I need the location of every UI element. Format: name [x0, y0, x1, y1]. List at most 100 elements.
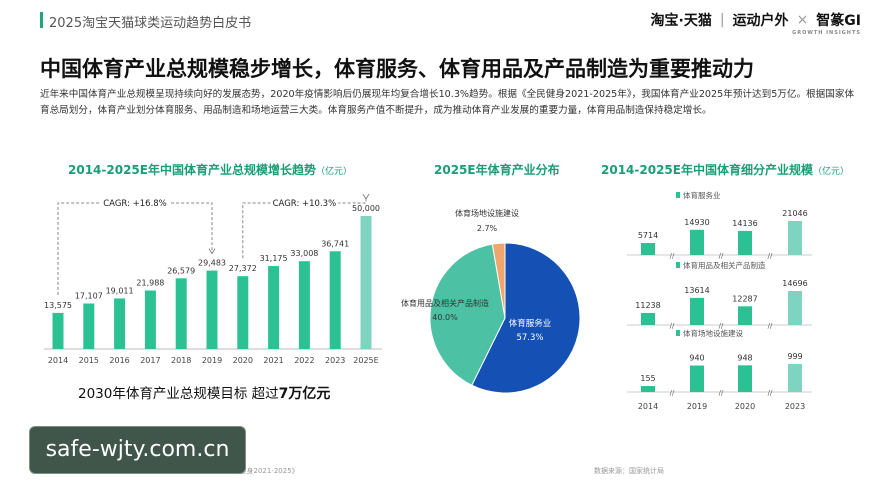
chart1-cagr-label-bg [101, 196, 169, 210]
segment-break-marker: // [670, 252, 675, 260]
segment-value-label: 14696 [782, 279, 807, 288]
chart1-value-label: 29,483 [198, 259, 226, 268]
segment-break-marker: // [719, 252, 724, 260]
segment-bar [690, 365, 704, 392]
segment-value-label: 14930 [684, 218, 709, 227]
segment-legend-marker [676, 262, 680, 268]
pie-slice [491, 242, 506, 319]
chart1-cagr-arrow [362, 193, 370, 200]
segment-category-label: 2019 [687, 402, 707, 411]
chart1-category-label: 2020 [233, 356, 253, 365]
pie-value-goods: 40.0% [432, 313, 458, 322]
pie-value-venue: 2.7% [477, 224, 498, 233]
segment-break-marker: // [768, 252, 773, 260]
pie-value-service: 57.3% [516, 333, 543, 343]
intro-paragraph: 近年来中国体育产业总规模呈现持续向好的发展态势，2020年疫情影响后仍展现年均复… [40, 89, 855, 116]
chart3-title-text: 2014-2025E年中国体育细分产业规模 [601, 163, 813, 177]
chart2-title: 2025E年体育产业分布 [434, 161, 560, 178]
brand-separator: | [719, 12, 725, 28]
segment-break-marker: // [768, 389, 773, 397]
chart1-category-label: 2019 [202, 356, 222, 365]
chart2-title-text: 2025E年体育产业分布 [434, 163, 560, 177]
segment-bar [690, 297, 704, 325]
brand-sports: 运动户外 [732, 13, 789, 29]
target-prefix: 2030年体育产业总规模目标 超过 [78, 386, 279, 402]
chart3-unit: （亿元） [812, 167, 849, 177]
pie-slice [429, 243, 506, 386]
source-note-right: 数据来源：国家统计局 [594, 467, 664, 475]
chart1-cagr-label-bg [270, 196, 339, 210]
segment-series-name: 体育用品及相关产品制造 [683, 260, 766, 270]
chart1-bar [206, 270, 218, 349]
segment-value-label: 21046 [782, 209, 807, 218]
chart1-value-label: 19,011 [106, 286, 134, 295]
chart1-category-label: 2016 [109, 356, 129, 365]
segment-bar [738, 306, 752, 325]
target-statement: 2030年体育产业总规模目标 超过7万亿元 [78, 382, 330, 403]
segment-bar [738, 230, 752, 255]
segment-category-label: 2023 [785, 402, 805, 411]
top-bar: 2025淘宝天猫球类运动趋势白皮书 淘宝·天猫 | 运动户外 × 智篆GI GR… [0, 0, 889, 40]
chart1-value-label: 36,741 [321, 239, 349, 248]
chart1-bar [268, 266, 280, 349]
chart1-category-label: 2023 [325, 356, 345, 365]
chart1-bar [237, 276, 249, 349]
chart1-value-label: 17,107 [75, 291, 103, 300]
segment-bar [788, 221, 802, 255]
segment-value-label: 940 [689, 354, 704, 363]
segment-break-marker: // [719, 389, 724, 397]
chart1-cagr-arrow [208, 248, 216, 255]
chart1-value-label: 27,372 [229, 264, 257, 273]
segment-bar [690, 229, 704, 255]
segment-value-label: 14136 [732, 219, 757, 228]
watermark-badge: safe-wjty.com.cn [29, 426, 246, 474]
segment-bar [641, 243, 655, 255]
brand-x: × [796, 12, 809, 28]
chart1-category-label: 2017 [140, 356, 160, 365]
segment-bar [641, 386, 655, 392]
chart1-title-text: 2014-2025E年中国体育产业总规模增长趋势 [68, 163, 316, 177]
segment-category-label: 2020 [735, 402, 755, 411]
chart1-cagr-label: CAGR: +16.8% [103, 199, 167, 209]
chart1-category-label: 2021 [263, 356, 283, 365]
chart3-title: 2014-2025E年中国体育细分产业规模（亿元） [601, 161, 849, 178]
segment-break-marker: // [670, 389, 675, 397]
segment-value-label: 12287 [732, 294, 757, 303]
report-title: 2025淘宝天猫球类运动趋势白皮书 [49, 16, 252, 31]
chart1-category-label: 2015 [79, 356, 99, 365]
segment-series-name: 体育服务业 [683, 190, 721, 200]
segment-bar [641, 313, 655, 325]
chart1-bar [298, 261, 310, 349]
segment-bar [788, 364, 802, 392]
chart1-cagr-bracket [57, 202, 213, 295]
brand-subtitle: GROWTH INSIGHTS [792, 30, 861, 36]
segment-value-label: 948 [737, 353, 752, 362]
chart1-title: 2014-2025E年中国体育产业总规模增长趋势（亿元） [68, 161, 352, 178]
segment-break-marker: // [719, 322, 724, 330]
chart1-value-label: 26,579 [167, 266, 195, 275]
segment-value-label: 5714 [638, 231, 658, 240]
chart1-value-label: 13,575 [44, 301, 72, 310]
brand-logos: 淘宝·天猫 | 运动户外 × 智篆GI GROWTH INSIGHTS [651, 10, 861, 36]
chart1-bar [329, 251, 341, 349]
chart1-category-label: 2022 [294, 356, 314, 365]
chart1-cagr-label: CAGR: +10.3% [273, 199, 337, 209]
pie-label-goods: 体育用品及相关产品制造 [401, 298, 489, 308]
chart1-bar [114, 298, 126, 349]
segment-break-marker: // [670, 322, 675, 330]
segment-value-label: 999 [787, 352, 802, 361]
chart1-category-label: 2018 [171, 356, 191, 365]
chart1-category-label: 2014 [48, 356, 68, 365]
pie-label-service: 体育服务业 [509, 318, 552, 329]
target-value: 7万亿元 [278, 386, 331, 402]
segment-value-label: 13614 [684, 286, 709, 295]
chart1-bar [83, 303, 95, 349]
segment-legend-marker [676, 192, 680, 198]
segment-break-marker: // [768, 322, 773, 330]
chart1-bar [175, 278, 187, 349]
pie-label-venue: 体育场地设施建设 [455, 208, 519, 218]
chart1-value-label: 33,008 [290, 249, 318, 258]
